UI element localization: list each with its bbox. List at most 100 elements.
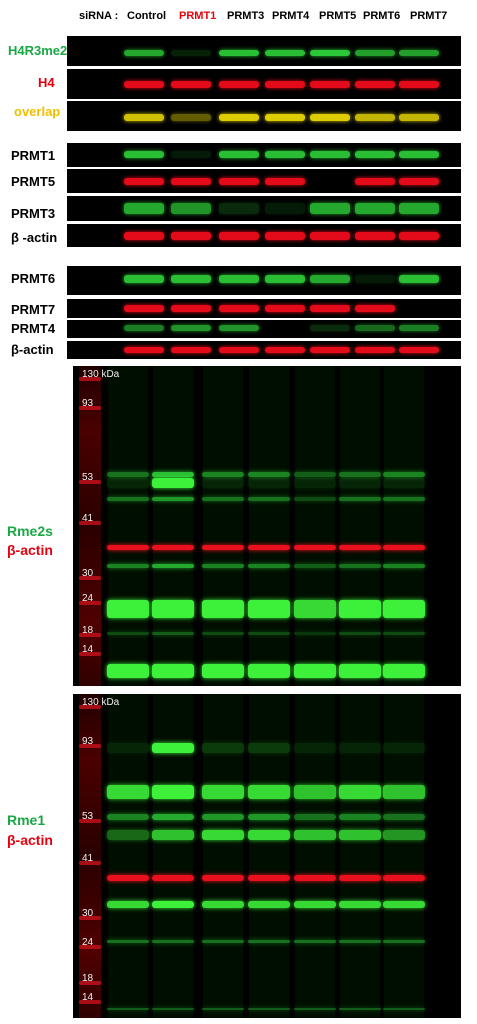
band-prmt6-lane-5: [310, 275, 350, 283]
blot-strip-prmt1: [67, 143, 461, 167]
band-rme2s-lane-4: [248, 497, 290, 502]
band-rme2s-lane-6: [339, 631, 381, 635]
lane-header-prmt6: PRMT6: [363, 10, 401, 22]
lane-background: [249, 694, 289, 1018]
ladder-band: [79, 575, 101, 580]
band-overlap-lane-4: [265, 114, 305, 121]
band-rme2s-lane-1: [107, 564, 149, 569]
band-rme1-lane-2: [152, 1008, 194, 1011]
band-rme1-lane-7: [383, 940, 425, 944]
band-bactin1-lane-4: [265, 232, 305, 240]
band-bactin1-lane-7: [399, 232, 439, 240]
band-prmt5-lane-6: [355, 178, 395, 185]
marker-label: 24: [82, 593, 94, 605]
ladder-band: [79, 377, 101, 382]
band-prmt1-lane-3: [219, 151, 259, 158]
band-rme2s-lane-1: [107, 545, 149, 551]
band-rme1-lane-3: [202, 742, 244, 753]
band-h4r3me2a-lane-4: [265, 50, 305, 56]
band-prmt7-lane-4: [265, 305, 305, 312]
lane-background: [384, 694, 424, 1018]
blot-label-prmt4: PRMT4: [11, 321, 56, 336]
band-bactin2-lane-5: [310, 347, 350, 353]
band-rme1-lane-3: [202, 901, 244, 909]
band-rme1-lane-6: [339, 742, 381, 753]
blot-label-overlap: overlap: [14, 104, 61, 119]
marker-label: 30: [82, 567, 94, 579]
band-prmt3-lane-7: [399, 203, 439, 214]
band-rme2s-lane-7: [383, 564, 425, 569]
band-rme1-lane-6: [339, 813, 381, 820]
band-rme2s-lane-5: [294, 663, 336, 678]
band-prmt1-lane-6: [355, 151, 395, 158]
band-bactin2-lane-6: [355, 347, 395, 353]
band-rme1-lane-5: [294, 830, 336, 841]
band-prmt5-lane-2: [171, 178, 211, 185]
band-prmt6-lane-6: [355, 275, 395, 283]
band-rme2s-lane-6: [339, 497, 381, 502]
band-h4r3me2a-lane-7: [399, 50, 439, 56]
band-overlap-lane-1: [124, 114, 164, 121]
blot-strip-prmt3: [67, 196, 461, 221]
band-overlap-lane-6: [355, 114, 395, 121]
marker-label: 93: [82, 398, 94, 409]
band-prmt5-lane-7: [399, 178, 439, 185]
panel-label-rme2s: Rme2s: [7, 523, 53, 539]
ladder-band: [79, 652, 101, 657]
band-rme1-lane-2: [152, 813, 194, 820]
band-rme2s-lane-3: [202, 599, 244, 618]
band-rme1-lane-5: [294, 813, 336, 820]
blot-label-prmt1: PRMT1: [11, 148, 56, 163]
lane-background: [295, 694, 335, 1018]
band-h4-lane-1: [124, 81, 164, 88]
band-bactin1-lane-1: [124, 232, 164, 240]
band-bactin1-lane-5: [310, 232, 350, 240]
band-rme1-lane-2: [152, 830, 194, 841]
band-prmt4-lane-3: [219, 325, 259, 331]
blot-strip-h4: [67, 69, 461, 99]
band-prmt1-lane-4: [265, 151, 305, 158]
ladder-band: [79, 860, 101, 865]
blot-label-bactin-1: β -actin: [11, 230, 58, 245]
band-rme1-lane-6: [339, 830, 381, 841]
band-rme1-lane-1: [107, 742, 149, 753]
band-rme2s-lane-7: [383, 478, 425, 488]
band-overlap-lane-7: [399, 114, 439, 121]
band-rme1-lane-3: [202, 875, 244, 882]
band-rme1-lane-6: [339, 940, 381, 944]
band-rme1-lane-7: [383, 1008, 425, 1011]
band-bactin2-lane-2: [171, 347, 211, 353]
lane-background: [384, 366, 424, 686]
band-rme2s-lane-4: [248, 471, 290, 477]
band-bactin1-lane-6: [355, 232, 395, 240]
ladder-band: [79, 744, 101, 749]
band-prmt4-lane-7: [399, 325, 439, 331]
blot-panel-rme1: 130 kDa 93 53 41 30 24 18 14: [73, 694, 461, 1018]
band-rme1-lane-1: [107, 1008, 149, 1011]
band-rme2s-lane-7: [383, 497, 425, 502]
band-rme1-lane-5: [294, 875, 336, 882]
ladder-band: [79, 521, 101, 526]
band-prmt4-lane-2: [171, 325, 211, 331]
band-h4-lane-4: [265, 81, 305, 88]
band-bactin2-lane-3: [219, 347, 259, 353]
band-rme1-lane-3: [202, 1008, 244, 1011]
band-rme2s-lane-5: [294, 478, 336, 488]
lane-header-prmt3: PRMT3: [227, 10, 265, 22]
band-prmt1-lane-7: [399, 151, 439, 158]
blot-label-bactin-2: β-actin: [11, 342, 54, 357]
blot-strip-bactin-1: [67, 224, 461, 247]
marker-label: 14: [82, 644, 94, 656]
band-prmt1-lane-1: [124, 151, 164, 158]
band-rme2s-lane-6: [339, 663, 381, 678]
band-rme1-lane-4: [248, 742, 290, 753]
lane-background: [203, 694, 243, 1018]
band-bactin2-lane-4: [265, 347, 305, 353]
ladder-band: [79, 406, 101, 410]
band-rme1-lane-1: [107, 784, 149, 799]
band-rme1-lane-5: [294, 742, 336, 753]
blot-label-prmt5: PRMT5: [11, 174, 56, 189]
band-h4-lane-6: [355, 81, 395, 88]
band-rme1-lane-5: [294, 1008, 336, 1011]
band-rme1-lane-2: [152, 875, 194, 882]
